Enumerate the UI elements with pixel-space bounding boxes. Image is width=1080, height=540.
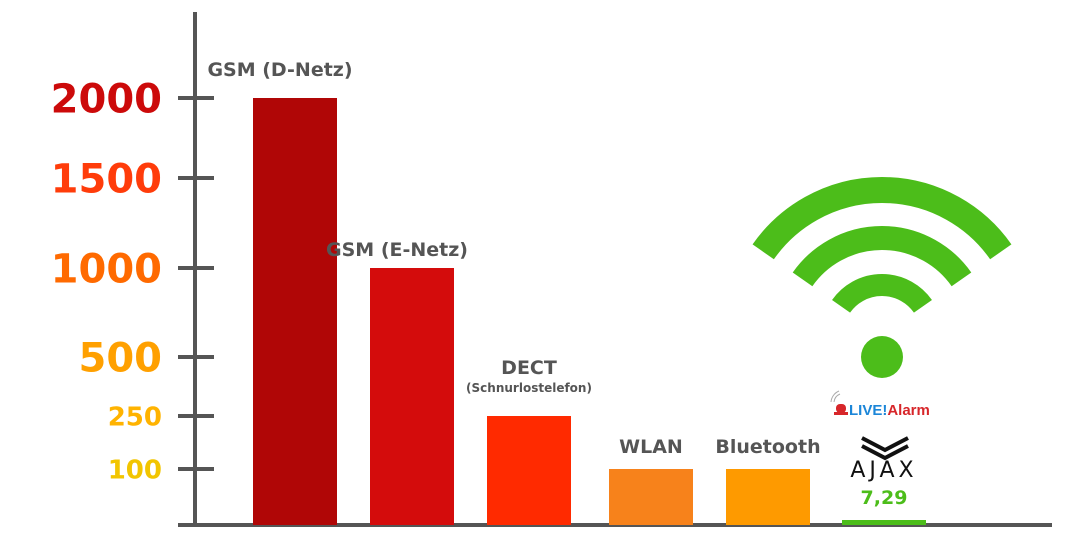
bar-label: GSM (E-Netz)	[326, 239, 468, 261]
y-tick-label: 100	[108, 455, 162, 485]
bar	[842, 520, 926, 525]
bar-sublabel: (Schnurlostelefon)	[466, 381, 592, 395]
bar-label: WLAN	[619, 436, 683, 458]
bar	[370, 268, 454, 525]
bar	[609, 469, 693, 525]
bar	[726, 469, 810, 525]
data-label: 7,29	[861, 487, 908, 509]
bar-label: GSM (D-Netz)	[207, 59, 352, 81]
bar-label: Bluetooth	[715, 436, 820, 458]
wifi-dot	[861, 336, 903, 378]
ajax-logo: AJAX	[850, 436, 917, 483]
bar-label: DECT	[501, 357, 557, 379]
y-tick-label: 1500	[51, 156, 162, 202]
y-tick-label: 1000	[51, 246, 162, 292]
livealarm-logo: LIVE!Alarm	[830, 390, 930, 419]
wifi-arc	[752, 177, 1012, 260]
bar	[253, 98, 337, 525]
y-tick-label: 2000	[51, 76, 162, 122]
svg-text:AJAX: AJAX	[850, 458, 917, 483]
svg-text:LIVE!Alarm: LIVE!Alarm	[849, 402, 930, 419]
wifi-icon	[752, 177, 1012, 378]
y-tick-label: 250	[108, 402, 162, 432]
y-tick-label: 500	[79, 335, 163, 381]
bar	[487, 416, 571, 525]
wifi-arc	[792, 226, 972, 287]
wifi-arc	[832, 274, 932, 314]
